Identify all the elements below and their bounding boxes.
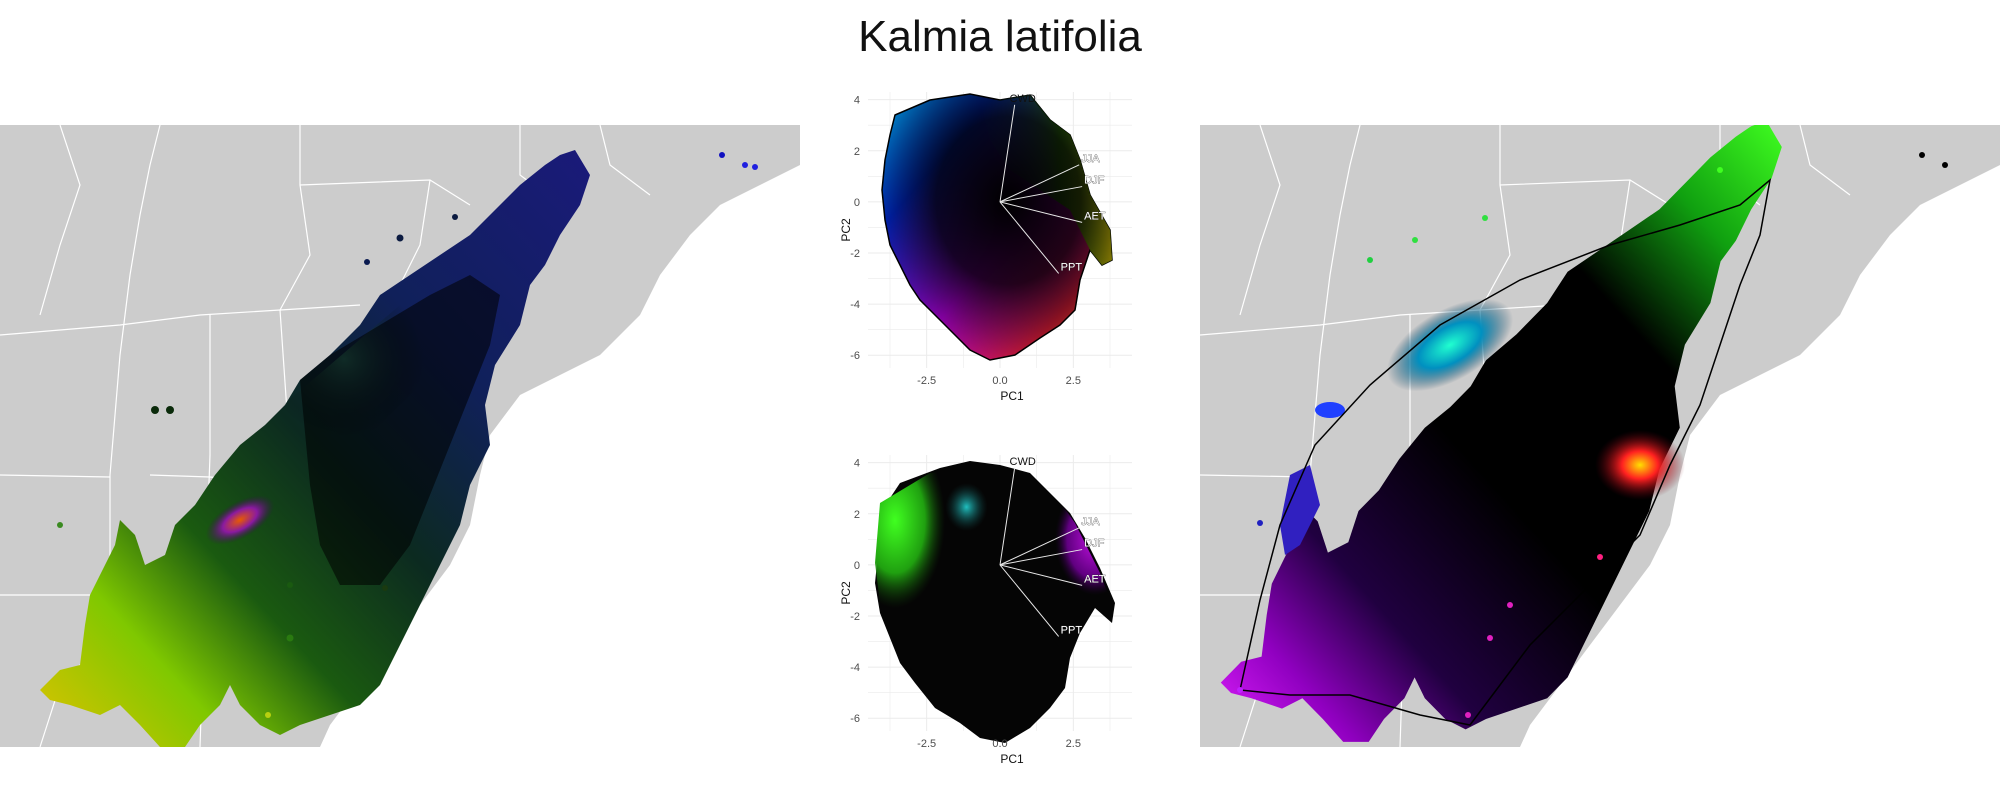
loading-vector-djf: [999, 549, 1083, 566]
map-right-hull-colors: [1200, 125, 2000, 747]
loading-vector-cwd: [999, 467, 1016, 565]
y-tick-label: 0: [854, 197, 860, 209]
loading-label-aet: AET: [1084, 573, 1106, 585]
convex-hull-outline: [1239, 178, 1772, 726]
loading-label-djf: DJF: [1084, 538, 1104, 550]
x-tick-label: 0.0: [992, 738, 1007, 750]
point-cloud-teal: [935, 483, 1005, 563]
loading-vector-aet: [999, 564, 1083, 586]
y-axis-label: PC2: [840, 218, 853, 242]
x-tick-label: 2.5: [1066, 375, 1081, 387]
x-tick-label: -2.5: [917, 738, 936, 750]
y-tick-label: 4: [854, 458, 860, 470]
y-tick-label: 2: [854, 146, 860, 158]
x-tick-label: 2.5: [1066, 738, 1081, 750]
loading-label-ppt: PPT: [1061, 261, 1083, 273]
species-range-raster: [1220, 125, 1782, 742]
loading-vector-cwd: [999, 104, 1016, 202]
x-axis-label: PC1: [1000, 389, 1024, 403]
map-left-climate-colors: [0, 125, 800, 747]
hull-vertex-points: [1237, 152, 1948, 718]
y-tick-label: 2: [854, 509, 860, 521]
loading-label-jja: JJA: [1081, 153, 1100, 165]
loading-vectors: CWD JJA DJF AET PPT: [999, 93, 1106, 274]
y-tick-label: -2: [850, 248, 860, 260]
loading-vector-ppt: [999, 564, 1060, 637]
x-axis-label: PC1: [1000, 752, 1024, 766]
y-tick-label: -4: [850, 299, 860, 311]
x-tick-label: 0.0: [992, 375, 1007, 387]
loading-vector-jja: [999, 527, 1080, 566]
pca-biplot-bottom: CWD JJA DJF AET PPT -2.5 0.0 2.5 4 2 0 -2 -4 -6 PC1 PC…: [840, 455, 1132, 766]
loading-vector-aet: [999, 201, 1083, 223]
y-tick-label: -2: [850, 611, 860, 623]
loading-label-djf: DJF: [1084, 175, 1104, 187]
figure-title: Kalmia latifolia: [858, 12, 1142, 61]
y-axis-label: PC2: [840, 581, 853, 605]
loading-label-ppt: PPT: [1061, 624, 1083, 636]
pca-biplot-top: CWD JJA DJF AET PPT -2.5 0.0 2.5 4 2 0 -2 -4 -6 PC1 PC…: [840, 92, 1132, 403]
point-cloud-dark-core: [882, 94, 1112, 360]
y-tick-label: -4: [850, 662, 860, 674]
axes: -2.5 0.0 2.5 4 2 0 -2 -4 -6 PC1 PC2: [840, 95, 1081, 403]
loading-vectors: CWD JJA DJF AET PPT: [999, 456, 1106, 637]
pca-point-cloud: [881, 93, 1113, 361]
axes: -2.5 0.0 2.5 4 2 0 -2 -4 -6 PC1 PC2: [840, 458, 1081, 766]
loading-vector-jja: [999, 164, 1080, 203]
y-tick-label: -6: [850, 713, 860, 725]
loading-vector-ppt: [999, 201, 1060, 274]
y-tick-label: 0: [854, 560, 860, 572]
loading-vector-djf: [999, 186, 1083, 203]
pca-point-cloud: [875, 461, 1115, 743]
loading-label-cwd: CWD: [1010, 93, 1036, 105]
y-tick-label: -6: [850, 350, 860, 362]
loading-label-aet: AET: [1084, 210, 1106, 222]
loading-label-jja: JJA: [1081, 516, 1100, 528]
species-range-raster: [40, 150, 590, 747]
outlier-points: [57, 152, 758, 718]
y-tick-label: 4: [854, 95, 860, 107]
loading-label-cwd: CWD: [1010, 456, 1036, 468]
x-tick-label: -2.5: [917, 375, 936, 387]
